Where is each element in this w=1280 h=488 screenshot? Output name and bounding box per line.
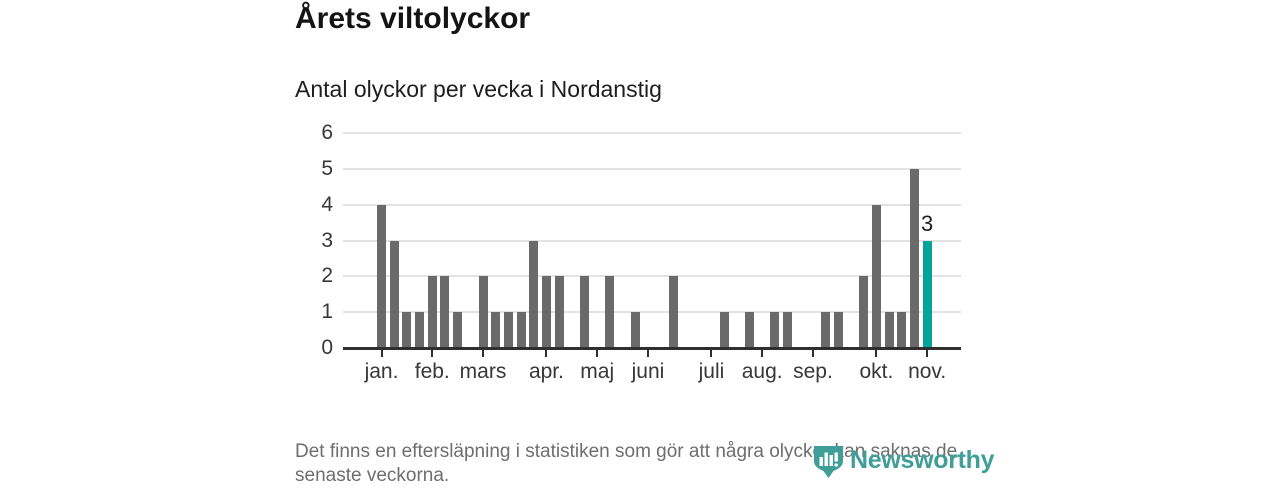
gridline-y-6: [343, 132, 961, 135]
x-tick-feb: [431, 350, 434, 357]
bar-week-44: [922, 240, 932, 348]
x-axis-label-aug: aug.: [741, 360, 783, 383]
bar-week-10: [491, 312, 501, 348]
x-tick-jan: [380, 350, 383, 357]
y-axis-label-2: 2: [321, 264, 333, 288]
newsworthy-wordmark: Newsworthy: [850, 446, 995, 474]
bar-week-13: [529, 240, 539, 348]
x-tick-okt: [875, 350, 878, 357]
x-axis-label-jan: jan.: [364, 360, 399, 383]
x-tick-nov: [926, 350, 929, 357]
y-axis-label-3: 3: [321, 228, 333, 252]
newsworthy-shield-icon: [814, 446, 843, 478]
bar-week-24: [668, 276, 678, 348]
bar-week-40: [871, 204, 881, 348]
x-tick-aug: [761, 350, 764, 357]
gridline-y-2: [343, 275, 961, 278]
y-axis-label-4: 4: [321, 192, 333, 216]
x-axis-label-mars: mars: [459, 360, 507, 383]
x-axis-label-feb: feb.: [414, 360, 450, 383]
x-axis-baseline: [343, 347, 961, 350]
bar-week-17: [580, 276, 590, 348]
x-tick-sep: [811, 350, 814, 357]
newsworthy-logo: Newsworthy: [812, 444, 995, 480]
bar-week-30: [745, 312, 754, 348]
gridline-y-1: [343, 311, 961, 314]
chart-title: Årets viltolyckor: [295, 2, 531, 35]
chart-subtitle: Antal olyckor per vecka i Nordanstig: [295, 76, 662, 102]
gridline-y-4: [343, 203, 961, 206]
bar-week-19: [605, 276, 615, 348]
x-axis-label-juni: juni: [631, 360, 665, 383]
bar-week-43: [909, 169, 919, 348]
bar-week-37: [833, 312, 843, 348]
bar-week-3: [402, 312, 412, 348]
bar-week-36: [821, 312, 831, 348]
bar-week-9: [478, 276, 488, 348]
bar-week-2: [389, 240, 399, 348]
bar-week-1: [377, 204, 386, 348]
gridline-y-3: [343, 239, 961, 242]
x-axis-label-juli: juli: [698, 360, 725, 383]
bar-week-39: [859, 276, 869, 348]
x-tick-mars: [482, 350, 485, 357]
x-tick-juli: [710, 350, 713, 357]
highlight-value-label: 3: [921, 210, 934, 236]
y-axis-label-0: 0: [321, 336, 333, 359]
bar-week-11: [503, 312, 513, 348]
bar-week-7: [453, 312, 463, 348]
x-axis-label-apr: apr.: [528, 360, 564, 383]
bar-week-5: [427, 276, 437, 348]
bar-week-14: [541, 276, 551, 348]
y-axis-label-5: 5: [321, 157, 333, 180]
x-axis-label-okt: okt.: [859, 360, 894, 383]
bar-week-4: [415, 312, 425, 348]
x-axis-label-nov: nov.: [908, 360, 947, 383]
x-tick-juni: [646, 350, 649, 357]
gridline-y-5: [343, 168, 961, 170]
x-axis-label-sep: sep.: [793, 360, 833, 383]
bar-week-15: [554, 276, 564, 348]
x-tick-maj: [596, 350, 599, 357]
y-axis-label-1: 1: [321, 300, 333, 324]
bar-week-32: [770, 312, 780, 348]
bar-week-6: [440, 276, 450, 348]
bar-week-21: [630, 312, 640, 348]
bar-week-33: [783, 312, 793, 348]
bar-week-28: [719, 312, 729, 348]
x-tick-apr: [545, 350, 548, 357]
bar-week-41: [884, 312, 894, 348]
y-axis-label-6: 6: [321, 121, 333, 145]
bar-week-42: [897, 312, 907, 348]
bar-week-12: [516, 312, 526, 348]
x-axis-label-maj: maj: [580, 360, 615, 383]
footnote-line-1: Det finns en eftersläpning i statistiken…: [295, 441, 958, 462]
